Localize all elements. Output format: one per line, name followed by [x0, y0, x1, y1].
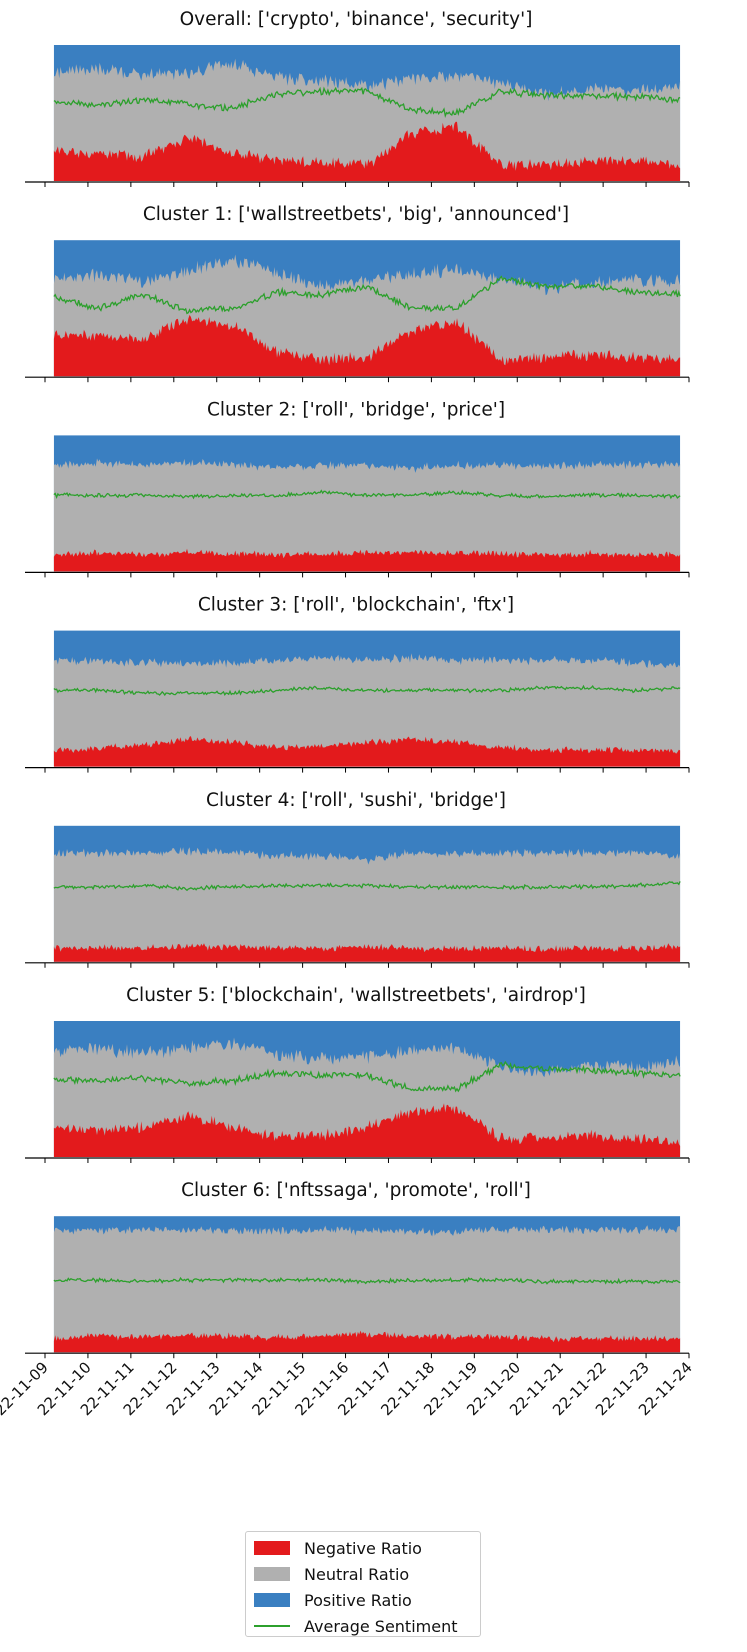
panel-title: Cluster 4: ['roll', 'sushi', 'bridge']	[206, 790, 506, 811]
negative-swatch	[254, 1541, 290, 1555]
panel-title: Cluster 5: ['blockchain', 'wallstreetbet…	[126, 985, 586, 1006]
average-sentiment-line	[53, 881, 681, 892]
negative-area	[53, 943, 681, 962]
panel-title: Overall: ['crypto', 'binance', 'security…	[180, 9, 533, 30]
negative-area	[53, 121, 681, 181]
average-sentiment-line	[53, 275, 681, 315]
neutral-area	[53, 1225, 681, 1353]
average-sentiment-line	[53, 1060, 681, 1093]
positive-swatch	[254, 1593, 290, 1607]
panel-2: Cluster 2: ['roll', 'bridge', 'price']	[25, 399, 690, 578]
legend-label-average: Average Sentiment	[304, 1616, 458, 1636]
neutral-area	[53, 458, 681, 572]
average-line-swatch	[254, 1625, 290, 1627]
negative-area	[53, 314, 681, 377]
negative-area	[53, 1103, 681, 1157]
panel-3: Cluster 3: ['roll', 'blockchain', 'ftx']	[25, 595, 690, 773]
panel-5: Cluster 5: ['blockchain', 'wallstreetbet…	[25, 985, 690, 1163]
legend-item-negative: Negative Ratio	[254, 1538, 422, 1558]
panel-title: Cluster 1: ['wallstreetbets', 'big', 'an…	[143, 204, 569, 225]
legend-item-positive: Positive Ratio	[254, 1590, 412, 1610]
legend: Negative Ratio Neutral Ratio Positive Ra…	[245, 1531, 481, 1637]
legend-label-neutral: Neutral Ratio	[304, 1564, 410, 1584]
neutral-area	[53, 653, 681, 767]
negative-area	[53, 1330, 681, 1353]
panel-4: Cluster 4: ['roll', 'sushi', 'bridge']	[25, 790, 690, 968]
average-sentiment-line	[53, 489, 681, 500]
average-sentiment-line	[53, 684, 681, 697]
panel-title: Cluster 6: ['nftssaga', 'promote', 'roll…	[181, 1180, 531, 1201]
panel-6: Cluster 6: ['nftssaga', 'promote', 'roll…	[0, 1180, 696, 1419]
legend-label-positive: Positive Ratio	[304, 1590, 412, 1610]
negative-area	[53, 736, 681, 767]
negative-area	[53, 548, 681, 572]
neutral-area	[53, 847, 681, 962]
panel-title: Cluster 3: ['roll', 'blockchain', 'ftx']	[198, 595, 514, 616]
average-sentiment-line	[53, 86, 681, 119]
legend-item-average: Average Sentiment	[254, 1616, 458, 1636]
legend-item-neutral: Neutral Ratio	[254, 1564, 409, 1584]
neutral-swatch	[254, 1567, 290, 1581]
legend-label-negative: Negative Ratio	[304, 1538, 422, 1558]
panel-1: Cluster 1: ['wallstreetbets', 'big', 'an…	[25, 204, 690, 383]
panel-0: Overall: ['crypto', 'binance', 'security…	[25, 9, 690, 187]
average-sentiment-line	[53, 1276, 681, 1285]
panel-title: Cluster 2: ['roll', 'bridge', 'price']	[207, 399, 505, 420]
